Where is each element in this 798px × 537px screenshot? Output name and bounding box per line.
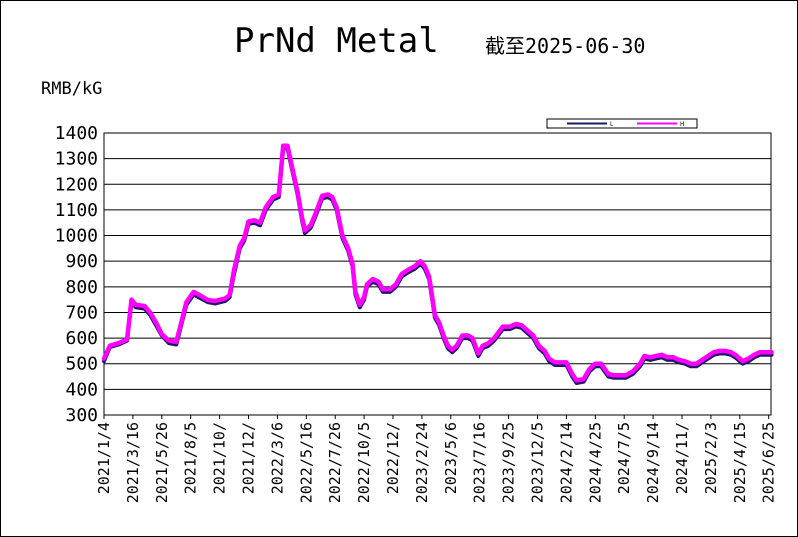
x-tick-label: 2022/5/16 [297, 422, 315, 503]
y-tick-label: 1300 [55, 149, 98, 170]
x-tick-label: 2024/7/5 [615, 422, 633, 494]
x-tick-label: 2024/11/ [673, 422, 691, 494]
y-tick-label: 1200 [55, 174, 98, 195]
x-tick-label: 2021/5/26 [153, 422, 171, 503]
x-tick-label: 2023/9/25 [500, 422, 518, 503]
x-tick-label: 2021/8/5 [182, 422, 200, 494]
unit-label: RMB/kG [41, 79, 102, 99]
x-tick-label: 2024/2/14 [557, 422, 575, 503]
x-tick-label: 2022/12/ [384, 422, 402, 494]
legend-label-l: L [610, 121, 614, 128]
series-line-h [101, 143, 774, 383]
y-tick-label: 500 [65, 354, 98, 375]
x-tick-label: 2022/10/5 [355, 422, 373, 503]
legend: L H [546, 118, 698, 129]
y-tick-label: 700 [65, 302, 98, 323]
x-tick-label: 2025/4/15 [731, 422, 749, 503]
y-tick-label: 900 [65, 251, 98, 272]
x-tick-label: 2024/9/14 [644, 422, 662, 503]
y-tick-label: 400 [65, 379, 98, 400]
x-tick-label: 2022/3/6 [268, 422, 286, 494]
y-tick-label: 1100 [55, 200, 98, 221]
x-tick-label: 2021/1/4 [95, 422, 113, 494]
plot-border [103, 132, 772, 416]
y-tick-label: 1000 [55, 226, 98, 247]
x-tick-label: 2024/4/25 [586, 422, 604, 503]
x-tick-label: 2022/7/26 [326, 422, 344, 503]
y-tick-label: 300 [65, 405, 98, 426]
legend-box [546, 118, 698, 129]
x-tick-label: 2023/12/5 [529, 422, 547, 503]
x-tick-label: 2023/5/6 [442, 422, 460, 494]
chart-title: PrNd Metal [234, 21, 439, 61]
plot-area: 300 400 500 600 700 800 900 1000 1100 1200 1300 140… [55, 123, 778, 503]
legend-label-h: H [680, 121, 685, 128]
y-tick-label: 1400 [55, 123, 98, 144]
series-line-l [102, 146, 774, 385]
x-tick-label: 2023/7/16 [471, 422, 489, 503]
x-tick-label: 2021/12/ [240, 422, 258, 494]
x-tick-label: 2023/2/24 [413, 422, 431, 503]
x-tick-label: 2025/2/3 [702, 422, 720, 494]
chart-subtitle: 截至2025-06-30 [485, 34, 645, 58]
x-tick-label: 2025/6/25 [760, 422, 778, 503]
y-tick-label: 800 [65, 277, 98, 298]
y-tick-label: 600 [65, 328, 98, 349]
x-tick-label: 2021/10/ [211, 422, 229, 494]
x-tick-label: 2021/3/16 [124, 422, 142, 503]
